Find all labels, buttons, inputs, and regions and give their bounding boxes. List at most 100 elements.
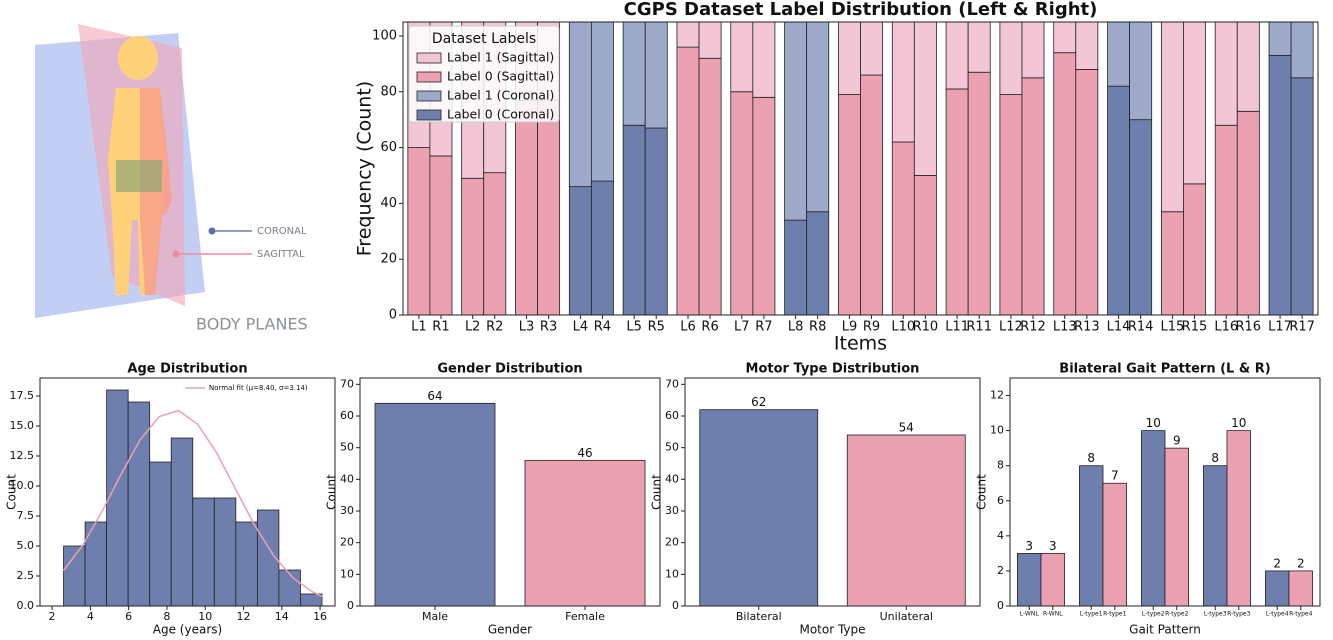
- x-tick-label: R11: [966, 320, 992, 335]
- y-axis-label: Count: [650, 474, 664, 510]
- bar-segment: [1108, 86, 1130, 315]
- chart-title: CGPS Dataset Label Distribution (Left & …: [624, 0, 1098, 20]
- x-tick-label: R1: [432, 320, 449, 335]
- x-tick-label: R-type2: [1165, 611, 1188, 618]
- bar-segment: [946, 89, 968, 315]
- y-tick-label: 40: [340, 472, 354, 485]
- sagittal-label: SAGITTAL: [257, 249, 305, 260]
- x-tick-label: 4: [87, 610, 94, 623]
- x-tick-label: 16: [313, 610, 327, 623]
- y-tick-label: 10: [990, 424, 1004, 437]
- bar-segment: [1237, 111, 1259, 315]
- y-tick-label: 0: [347, 599, 354, 612]
- histogram-bar: [236, 522, 258, 606]
- plot-area: [64, 390, 323, 606]
- head: [118, 36, 158, 80]
- bar-segment: [1130, 22, 1152, 120]
- bar-segment: [538, 100, 560, 315]
- bar: [1141, 431, 1165, 606]
- coronal-label: CORONAL: [257, 226, 307, 237]
- y-tick-label: 5.0: [17, 539, 35, 552]
- bar-segment: [623, 22, 645, 125]
- x-axis-label: Motor Type: [799, 623, 865, 637]
- x-tick-label: L-type3: [1204, 611, 1227, 618]
- y-tick-label: 8: [997, 459, 1004, 472]
- y-tick-label: 12.5: [10, 449, 35, 462]
- y-tick-label: 7.5: [17, 509, 35, 522]
- y-tick-label: 10: [665, 567, 679, 580]
- value-label: 8: [1087, 451, 1095, 465]
- y-tick-label: 12: [990, 389, 1004, 402]
- y-tick-label: 10: [340, 567, 354, 580]
- bar: [700, 410, 818, 606]
- x-tick-label: L8: [788, 320, 804, 335]
- x-tick-label: R12: [1020, 320, 1046, 335]
- value-label: 62: [751, 395, 766, 409]
- y-tick-label: 4: [997, 529, 1004, 542]
- bar-segment: [731, 92, 753, 315]
- x-tick-label: R-type4: [1289, 611, 1312, 618]
- bar: [375, 403, 495, 606]
- bar-segment: [807, 212, 829, 315]
- y-tick-label: 40: [380, 196, 397, 211]
- bar-segment: [1108, 22, 1130, 86]
- y-axis-label: Count: [325, 474, 339, 510]
- bar-segment: [1130, 120, 1152, 315]
- bar-segment: [1291, 22, 1313, 78]
- figure: CORONAL SAGITTAL BODY PLANES CGPS Datase…: [0, 0, 1333, 640]
- x-tick-label: 8: [163, 610, 170, 623]
- bar-segment: [785, 220, 807, 315]
- x-tick-label: R4: [594, 320, 611, 335]
- bar: [525, 460, 645, 606]
- bar-segment: [731, 22, 753, 92]
- bar-segment: [1022, 78, 1044, 315]
- histogram-bar: [300, 594, 322, 606]
- x-tick-label: L-type1: [1080, 611, 1103, 618]
- bar-segment: [1183, 184, 1205, 315]
- value-label: 2: [1297, 556, 1305, 570]
- bar-segment: [807, 22, 829, 212]
- value-label: 7: [1111, 469, 1119, 483]
- x-tick-label: R14: [1128, 320, 1154, 335]
- value-label: 2: [1273, 556, 1281, 570]
- bar: [1017, 553, 1041, 606]
- bar-segment: [1161, 212, 1183, 315]
- y-tick-label: 20: [340, 536, 354, 549]
- x-axis-label: Gait Pattern: [1129, 623, 1201, 637]
- x-tick-label: Male: [422, 610, 448, 623]
- bar-segment: [1076, 22, 1098, 69]
- x-axis-label: Gender: [488, 623, 532, 637]
- x-tick-label: R17: [1289, 320, 1315, 335]
- legend-label: Label 1 (Sagittal): [447, 50, 554, 65]
- y-tick-label: 10.0: [10, 479, 35, 492]
- bar-segment: [946, 22, 968, 89]
- chart-title: Age Distribution: [127, 362, 247, 377]
- x-tick-label: R3: [540, 320, 557, 335]
- histogram-bar: [171, 438, 193, 606]
- x-tick-label: 2: [49, 610, 56, 623]
- histogram-bar: [64, 546, 86, 606]
- x-tick-label: 10: [198, 610, 212, 623]
- bar-segment: [968, 72, 990, 315]
- bar-segment: [753, 22, 775, 97]
- bar: [1165, 448, 1189, 606]
- x-axis-label: Items: [834, 333, 887, 355]
- x-tick-label: Bilateral: [736, 610, 782, 623]
- bar-segment: [838, 95, 860, 315]
- x-tick-label: L5: [626, 320, 642, 335]
- y-axis-label: Frequency (Count): [354, 81, 376, 256]
- x-axis-label: Age (years): [153, 623, 222, 637]
- x-tick-label: Female: [565, 610, 605, 623]
- value-label: 10: [1146, 416, 1161, 430]
- bar-segment: [1237, 22, 1259, 111]
- x-tick-label: R13: [1074, 320, 1100, 335]
- bar-segment: [968, 22, 990, 72]
- x-tick-label: R2: [486, 320, 503, 335]
- histogram-bar: [193, 498, 215, 606]
- y-tick-label: 6: [997, 494, 1004, 507]
- bar-segment: [1054, 53, 1076, 315]
- y-tick-label: 20: [665, 536, 679, 549]
- bar-segment: [1161, 22, 1183, 212]
- y-tick-label: 60: [380, 140, 397, 155]
- plot-area: [700, 410, 966, 606]
